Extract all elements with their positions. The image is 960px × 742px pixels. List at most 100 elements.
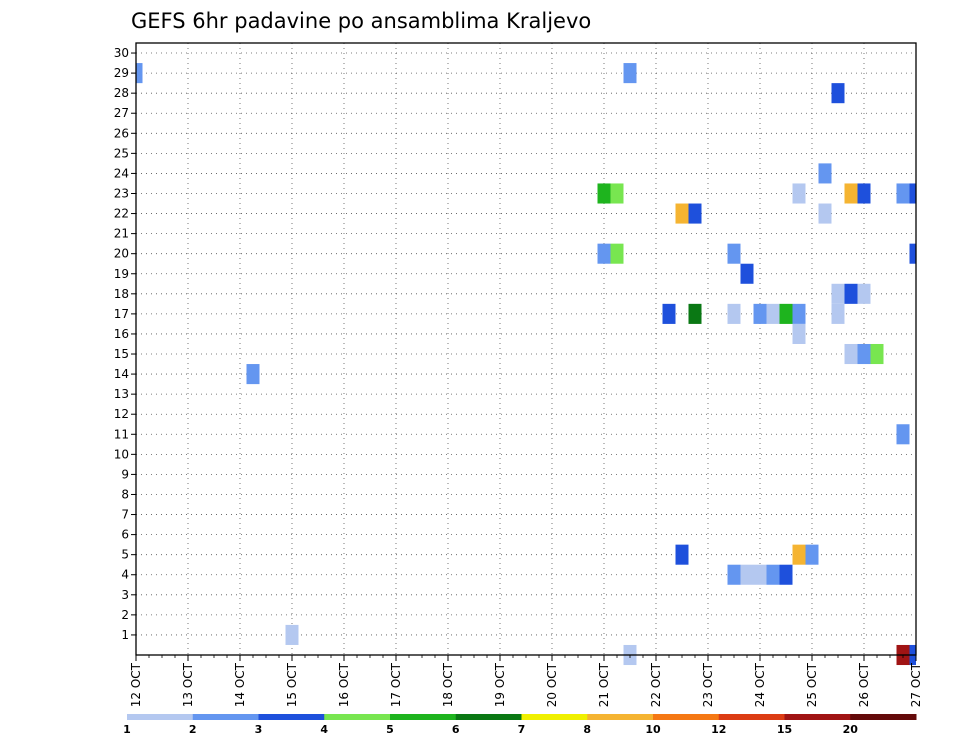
x-tick-label: 27 OCT <box>909 662 923 707</box>
heatmap-cell <box>844 283 858 304</box>
x-tick-label: 13 OCT <box>181 662 195 707</box>
heatmap-cell <box>740 263 754 284</box>
x-tick-label: 25 OCT <box>805 662 819 707</box>
heatmap-cell <box>857 343 871 365</box>
y-tick-label: 9 <box>121 467 129 481</box>
colorbar-segment <box>587 714 654 720</box>
heatmap-cell <box>831 283 845 304</box>
colorbar-label: 1 <box>123 723 131 736</box>
x-tick-label: 24 OCT <box>753 662 767 707</box>
y-tick-label: 10 <box>114 447 129 461</box>
heatmap-cell <box>792 303 806 324</box>
colorbar-label: 6 <box>452 723 460 736</box>
y-tick-label: 26 <box>114 126 129 140</box>
colorbar-segment <box>718 714 785 720</box>
heatmap-cell <box>766 564 780 585</box>
y-tick-label: 17 <box>114 307 129 321</box>
colorbar-segment <box>192 714 259 720</box>
heatmap-cell <box>727 243 741 264</box>
heatmap-cell <box>779 564 793 585</box>
y-tick-label: 3 <box>121 588 129 602</box>
heatmap-cell <box>623 63 637 84</box>
y-tick-label: 20 <box>114 247 129 261</box>
y-tick-label: 14 <box>114 367 129 381</box>
y-tick-label: 18 <box>114 287 129 301</box>
heatmap-cell <box>753 564 767 585</box>
heatmap-cell <box>896 183 910 204</box>
x-tick-label: 17 OCT <box>389 662 403 707</box>
heatmap-cell <box>727 303 741 324</box>
y-tick-label: 15 <box>114 347 129 361</box>
y-tick-label: 5 <box>121 548 129 562</box>
colorbar-label: 7 <box>518 723 526 736</box>
y-tick-label: 4 <box>121 568 129 582</box>
y-tick-label: 8 <box>121 487 129 501</box>
heatmap-cell <box>727 564 741 585</box>
colorbar-segment <box>850 714 917 720</box>
y-tick-label: 27 <box>114 106 129 120</box>
heatmap-cell <box>857 283 871 304</box>
colorbar-segment <box>653 714 720 720</box>
x-tick-label: 16 OCT <box>337 662 351 707</box>
colorbar-label: 15 <box>777 723 792 736</box>
heatmap-cell <box>662 303 676 324</box>
x-tick-label: 23 OCT <box>701 662 715 707</box>
y-tick-label: 30 <box>114 46 129 60</box>
colorbar-label: 3 <box>255 723 263 736</box>
heatmap-cell <box>896 424 910 445</box>
colorbar: 1 2 3 4 5 6 7 8 10 12 15 20 <box>123 714 917 736</box>
heatmap-cell <box>857 183 871 204</box>
heatmap-cell <box>597 183 611 204</box>
x-tick-label: 20 OCT <box>545 662 559 707</box>
x-tick-label: 22 OCT <box>649 662 663 707</box>
colorbar-segment <box>324 714 391 720</box>
heatmap-cell <box>818 163 832 184</box>
x-tick-label: 14 OCT <box>233 662 247 707</box>
colorbar-label: 12 <box>711 723 726 736</box>
heatmap-cell <box>805 544 819 565</box>
heatmap-cell <box>792 183 806 204</box>
heatmap-cell <box>675 544 689 565</box>
colorbar-label: 5 <box>386 723 394 736</box>
y-tick-label: 11 <box>114 427 129 441</box>
heatmap-cell <box>246 364 260 385</box>
heatmap-cell <box>870 343 884 365</box>
heatmap-cell <box>909 243 916 264</box>
heatmap-cell <box>831 83 845 104</box>
heatmap-cell <box>753 303 767 324</box>
heatmap-cell <box>610 183 624 204</box>
colorbar-label: 2 <box>189 723 197 736</box>
y-axis-ticks: 1234567891011121314151617181920212223242… <box>114 46 136 642</box>
heatmap-cell <box>792 544 806 565</box>
colorbar-segment <box>127 714 194 720</box>
y-tick-label: 2 <box>121 608 129 622</box>
y-tick-label: 23 <box>114 186 129 200</box>
x-axis-ticks: 12 OCT 13 OCT 14 OCT 15 OCT 16 OCT 17 OCT 18 O… <box>129 655 923 707</box>
heatmap-cells <box>136 63 916 666</box>
y-tick-label: 25 <box>114 146 129 160</box>
colorbar-segment <box>784 714 851 720</box>
heatmap-cell <box>844 343 858 365</box>
heatmap-cell <box>597 243 611 264</box>
y-tick-label: 16 <box>114 327 129 341</box>
x-tick-label: 26 OCT <box>857 662 871 707</box>
y-tick-label: 19 <box>114 267 129 281</box>
y-tick-label: 12 <box>114 407 129 421</box>
colorbar-label: 8 <box>583 723 591 736</box>
colorbar-label: 10 <box>645 723 661 736</box>
x-tick-label: 21 OCT <box>597 662 611 707</box>
y-tick-label: 1 <box>121 628 129 642</box>
heatmap-cell <box>610 243 624 264</box>
heatmap-cell <box>136 63 143 84</box>
x-tick-label: 12 OCT <box>129 662 143 707</box>
heatmap-cell <box>909 183 916 204</box>
y-tick-label: 28 <box>114 86 129 100</box>
y-tick-label: 22 <box>114 207 129 221</box>
y-tick-label: 13 <box>114 387 129 401</box>
colorbar-segment <box>455 714 522 720</box>
y-tick-label: 21 <box>114 227 129 241</box>
heatmap-cell <box>688 203 702 224</box>
chart-title: GEFS 6hr padavine po ansamblima Kraljevo <box>131 9 591 33</box>
heatmap-cell <box>831 303 845 324</box>
